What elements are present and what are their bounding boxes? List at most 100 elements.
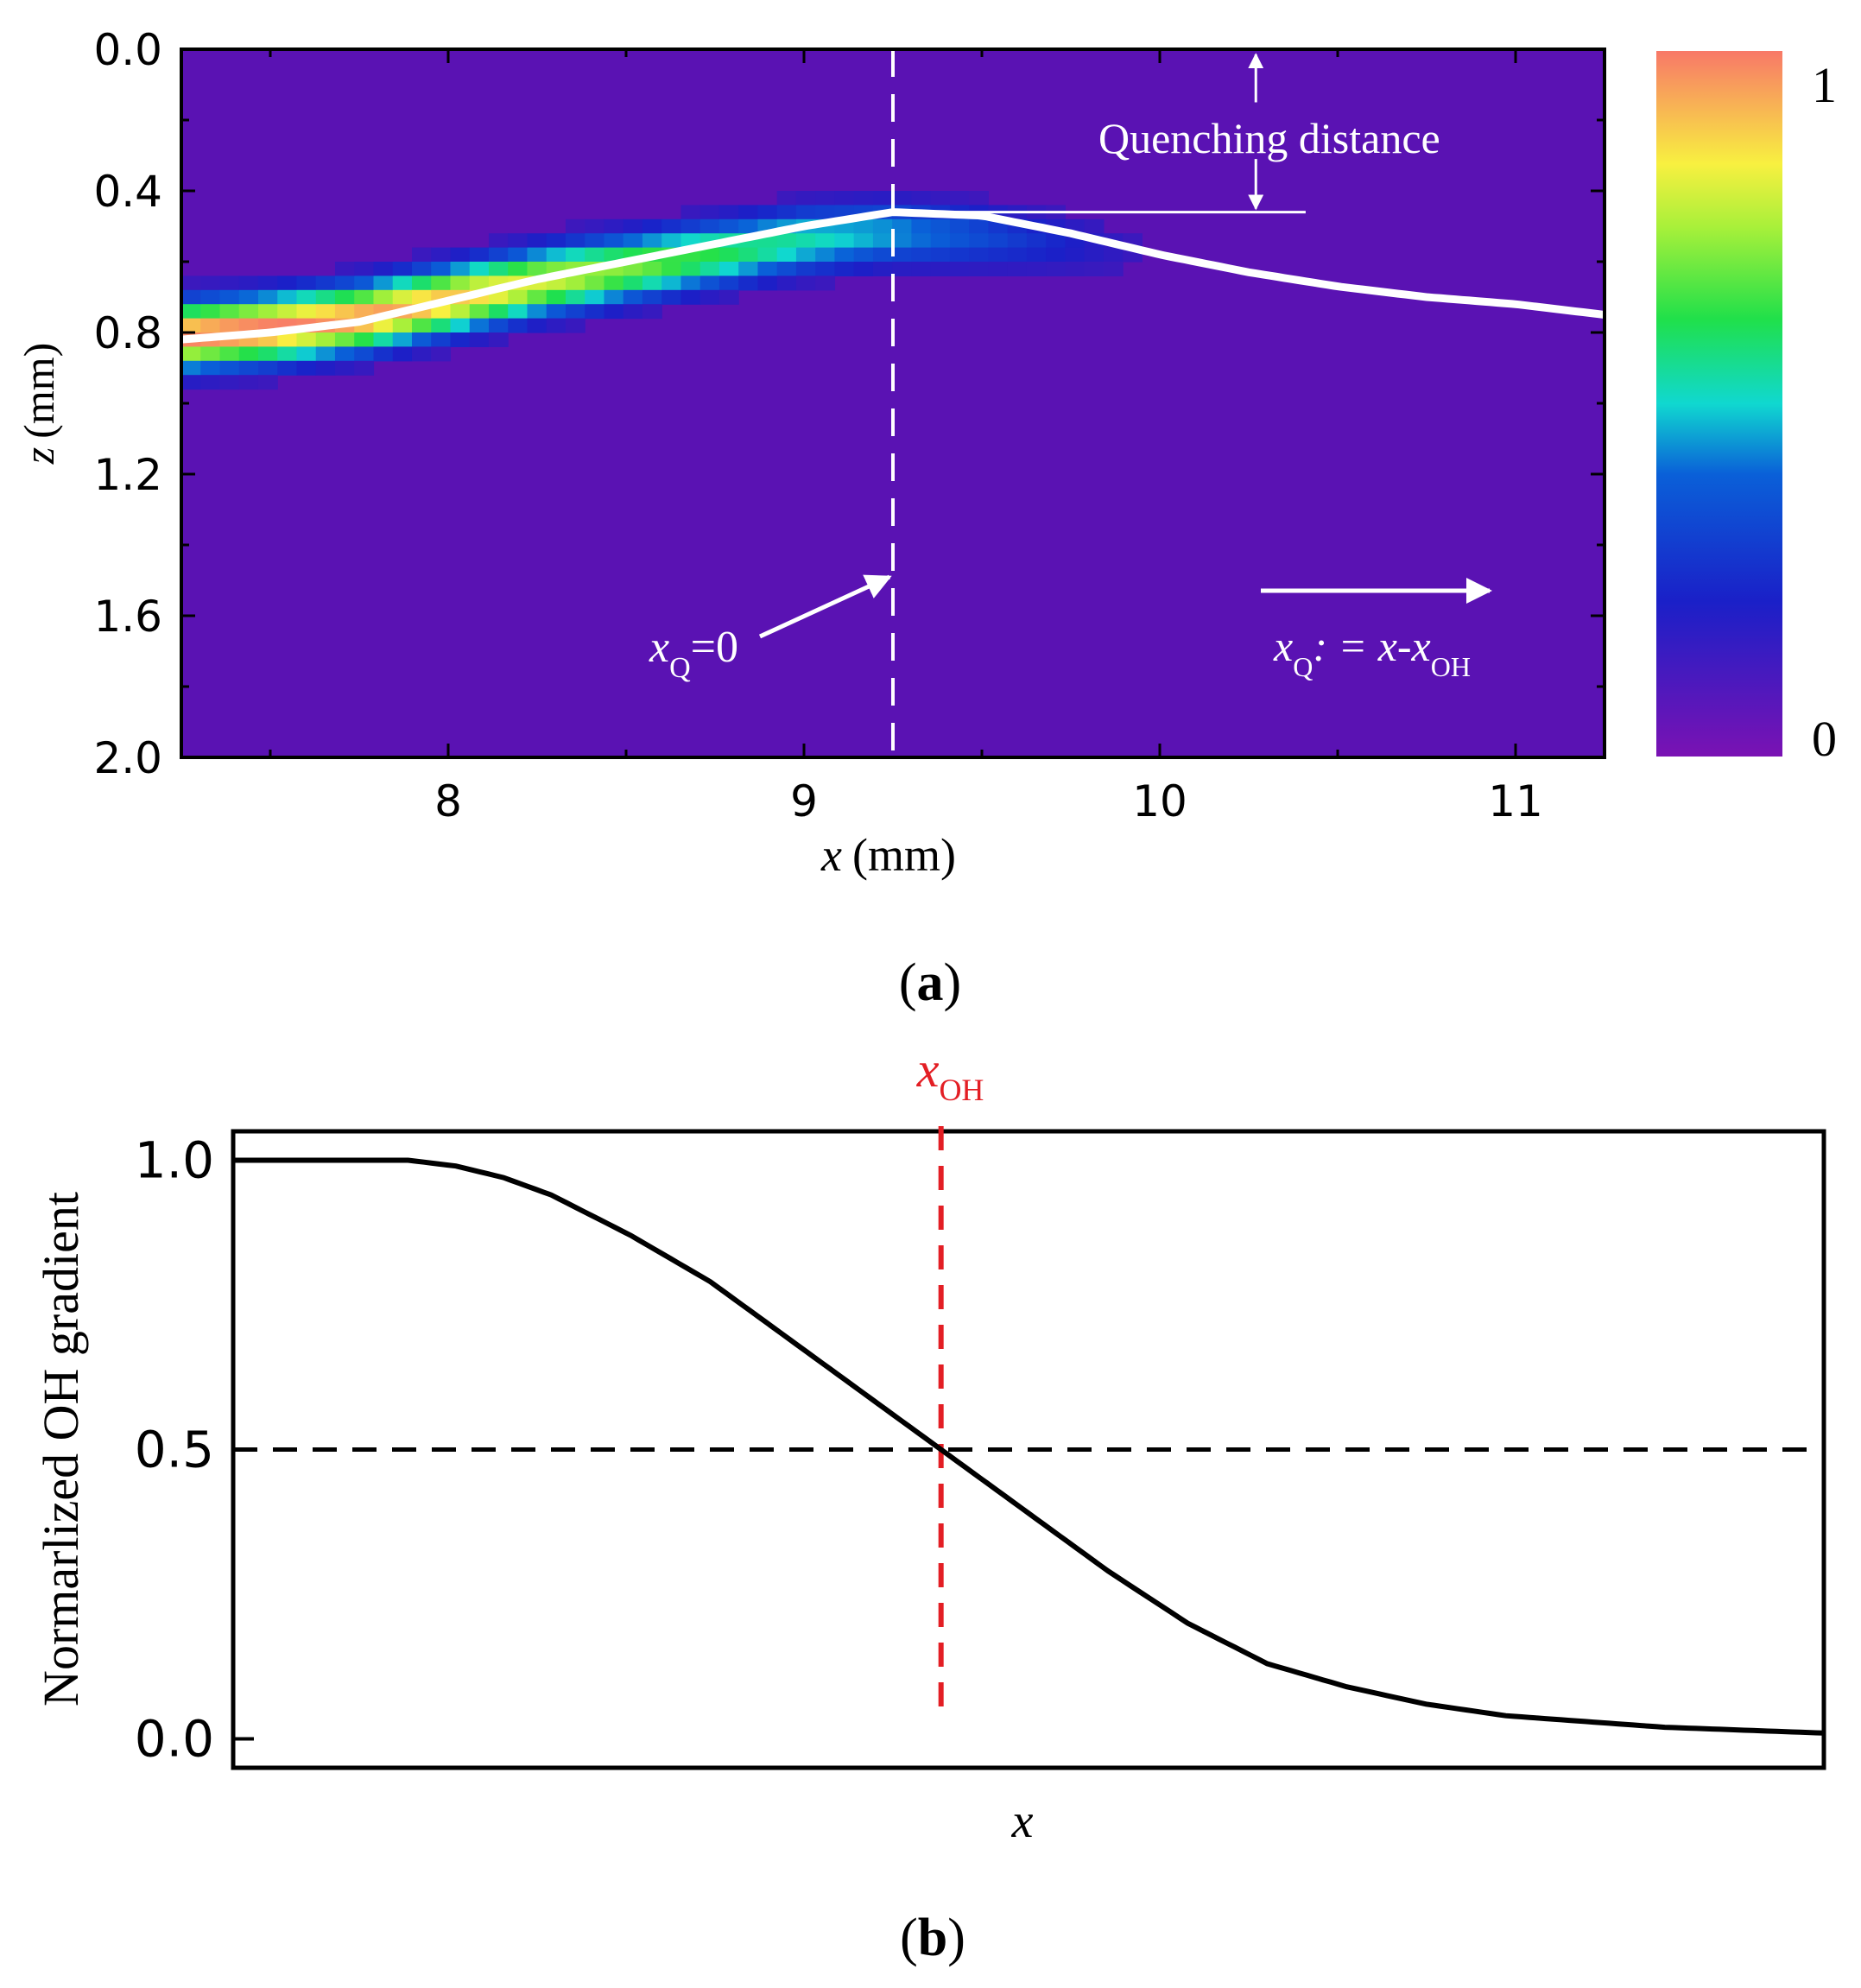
- heatmap-cell: [334, 304, 355, 320]
- heatmap-cell: [680, 262, 701, 276]
- colorbar-max-label: 1: [1812, 57, 1837, 113]
- heatmap-cell: [565, 275, 586, 291]
- heatmap-cell: [949, 233, 970, 249]
- heatmap-cell: [604, 289, 624, 305]
- heatmap-cell: [604, 247, 624, 263]
- heatmap-cell: [508, 318, 529, 333]
- heatmap-cell: [872, 233, 893, 249]
- heatmap-cell: [795, 205, 816, 220]
- heatmap-cell: [872, 218, 893, 234]
- heatmap-cell: [200, 304, 221, 320]
- heatmap-cell: [585, 247, 605, 263]
- heatmap-cell: [354, 262, 375, 276]
- heatmap-cell: [334, 289, 355, 305]
- heatmap-cell: [661, 218, 682, 234]
- heatmap-cell: [815, 275, 836, 291]
- heatmap-cell: [257, 304, 278, 320]
- heatmap-cell: [257, 275, 278, 291]
- x-tick-label: 8: [434, 776, 462, 826]
- heatmap-cell: [508, 289, 529, 305]
- heatmap-cell: [200, 289, 221, 305]
- heatmap-cell: [392, 275, 413, 291]
- heatmap-cell: [296, 360, 317, 376]
- heatmap-cell: [834, 247, 855, 263]
- heatmap-cell: [718, 247, 739, 263]
- heatmap-cell: [546, 247, 567, 263]
- panel-b-ylabel: Normarlized OH gradient: [33, 1192, 89, 1706]
- heatmap-cell: [661, 262, 682, 276]
- x-tick-label: 10: [1132, 776, 1187, 826]
- heatmap-cell: [392, 262, 413, 276]
- heatmap-cell: [334, 262, 355, 276]
- heatmap-cell: [392, 289, 413, 305]
- y-tick-label: 1.2: [93, 450, 162, 500]
- panel-a-caption: (a): [899, 953, 961, 1012]
- heatmap-cell: [642, 233, 662, 249]
- heatmap-cell: [431, 304, 452, 320]
- heatmap-cell: [238, 318, 259, 333]
- heatmap-cell: [988, 247, 1009, 263]
- quenching-distance-label: Quenching distance: [1098, 114, 1440, 162]
- heatmap-cell: [392, 346, 413, 362]
- heatmap-cell: [988, 233, 1009, 249]
- heatmap-cell: [815, 247, 836, 263]
- heatmap-cell: [892, 262, 913, 276]
- heatmap-cell: [604, 233, 624, 249]
- heatmap-cell: [431, 332, 452, 347]
- y-tick-label: 0.8: [93, 308, 162, 358]
- heatmap-cell: [1026, 262, 1047, 276]
- y-tick-label: 0.0: [135, 1710, 214, 1769]
- heatmap-cell: [277, 360, 298, 376]
- heatmap-cell: [219, 346, 240, 362]
- heatmap-cell: [238, 360, 259, 376]
- heatmap-cell: [200, 318, 221, 333]
- heatmap-cell: [930, 191, 951, 206]
- panel-a-axes: 8 9 10 11 0.0 0.4 0.8 1.2 1.6 2.0: [93, 25, 1605, 826]
- heatmap-cell: [181, 289, 201, 305]
- heatmap-cell: [469, 304, 490, 320]
- heatmap-cell: [334, 360, 355, 376]
- heatmap-cell: [988, 262, 1009, 276]
- heatmap-cell: [200, 375, 221, 390]
- heatmap-cell: [834, 233, 855, 249]
- heatmap-cell: [354, 289, 375, 305]
- heatmap-cell: [469, 332, 490, 347]
- heatmap-cell: [565, 318, 586, 333]
- heatmap-cell: [757, 247, 778, 263]
- heatmap-cell: [219, 360, 240, 376]
- heatmap-cell: [411, 275, 432, 291]
- heatmap-cell: [585, 233, 605, 249]
- heatmap-cell: [853, 191, 874, 206]
- heatmap-cell: [661, 275, 682, 291]
- heatmap-cell: [911, 218, 932, 234]
- heatmap-cell: [219, 375, 240, 390]
- heatmap-cell: [815, 262, 836, 276]
- heatmap-cell: [757, 262, 778, 276]
- heatmap-cell: [277, 346, 298, 362]
- heatmap-cell: [642, 262, 662, 276]
- panel-a-xlabel: x (mm): [820, 829, 956, 881]
- heatmap-cell: [853, 262, 874, 276]
- heatmap-cell: [1007, 233, 1028, 249]
- heatmap-cell: [642, 218, 662, 234]
- heatmap-cell: [1026, 247, 1047, 263]
- heatmap-cell: [450, 262, 471, 276]
- panel-a: Quenching distance xQ=0 xQ: = x-xOH 8 9 10…: [15, 25, 1837, 1012]
- heatmap-cell: [604, 218, 624, 234]
- heatmap-cell: [546, 318, 567, 333]
- xq-zero-arrow: [758, 574, 892, 639]
- heatmap-cell: [776, 275, 797, 291]
- heatmap-cell: [315, 332, 336, 347]
- heatmap-cell: [1065, 247, 1086, 263]
- heatmap-cell: [623, 275, 643, 291]
- heatmap-cell: [411, 247, 432, 263]
- heatmap-cell: [373, 346, 394, 362]
- heatmap-cell: [1065, 262, 1086, 276]
- heatmap-cell: [604, 304, 624, 320]
- y-tick-label: 2.0: [93, 733, 162, 783]
- heatmap-cell: [315, 275, 336, 291]
- heatmap-cell: [1084, 262, 1105, 276]
- heatmap-cell: [718, 289, 739, 305]
- heatmap-cell: [718, 218, 739, 234]
- heatmap-cell: [815, 191, 836, 206]
